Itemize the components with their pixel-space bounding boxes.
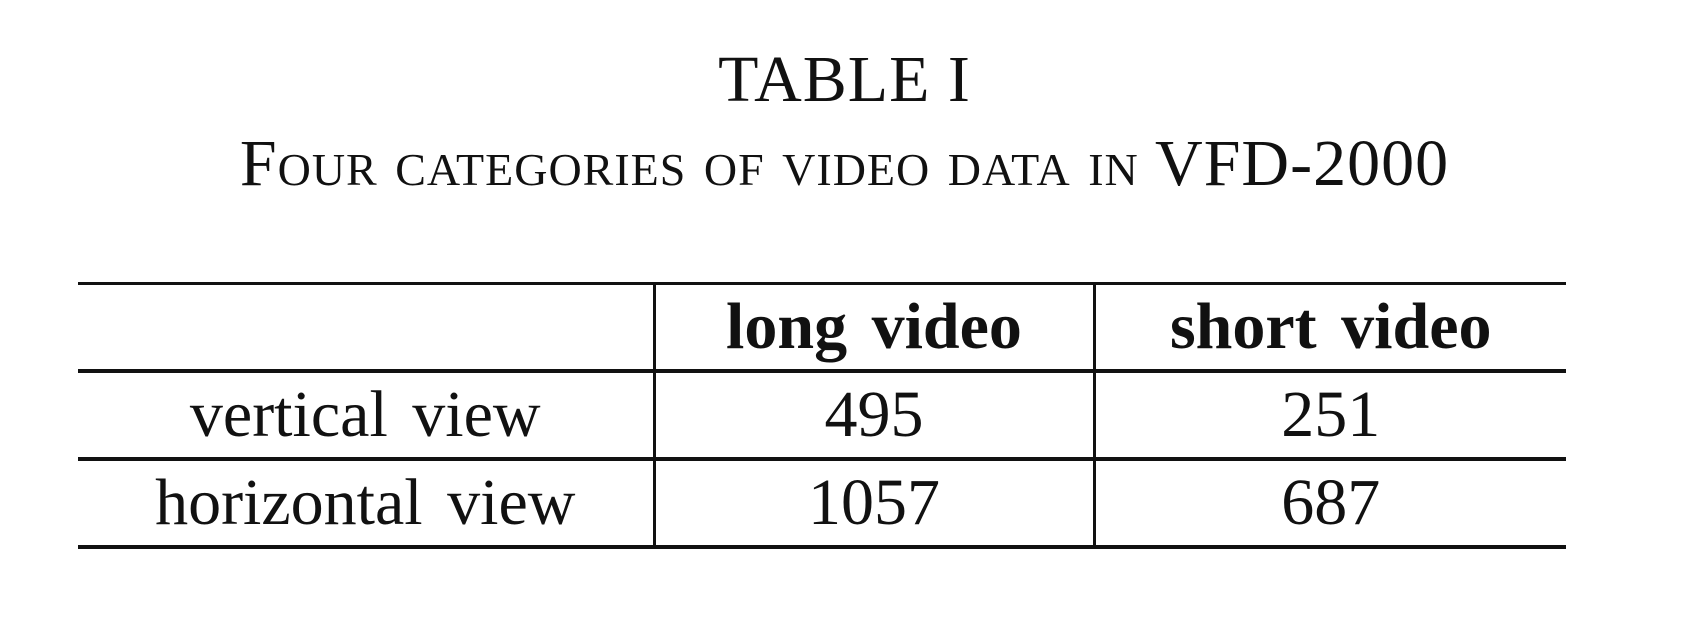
table-row: horizontal view 1057 687 bbox=[78, 457, 1566, 549]
table-header-row: long video short video bbox=[78, 282, 1566, 371]
long-video-cell: 1057 bbox=[654, 457, 1096, 549]
header-cell-empty bbox=[78, 282, 656, 371]
short-video-cell: 687 bbox=[1094, 457, 1566, 549]
table-caption-label: TABLE I bbox=[718, 43, 971, 116]
data-table: long video short video vertical view 495… bbox=[78, 282, 1566, 549]
short-video-cell: 251 bbox=[1094, 369, 1566, 459]
row-label-cell: horizontal view bbox=[78, 457, 656, 549]
header-cell-long-video: long video bbox=[654, 282, 1096, 371]
table-caption-title: Four categories of video data in VFD-200… bbox=[239, 127, 1450, 200]
header-cell-short-video: short video bbox=[1094, 282, 1566, 371]
row-label-cell: vertical view bbox=[78, 369, 656, 459]
table-row: vertical view 495 251 bbox=[78, 369, 1566, 459]
long-video-cell: 495 bbox=[654, 369, 1096, 459]
